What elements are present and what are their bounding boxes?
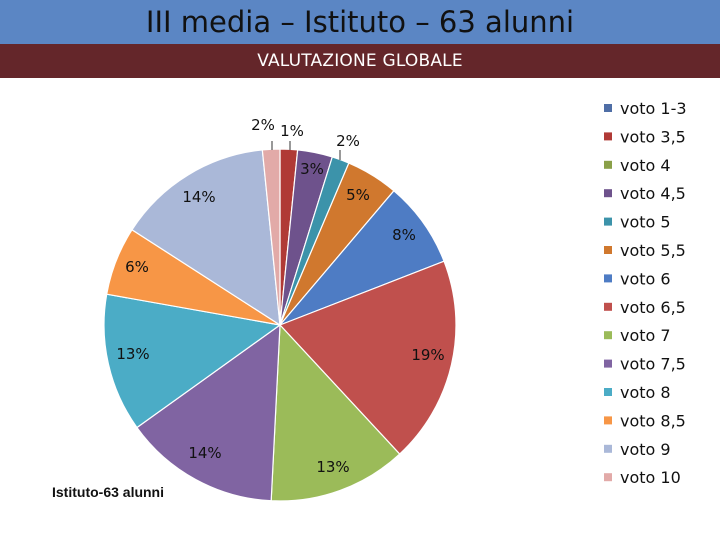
data-label-voto-8-5: 6%	[125, 258, 149, 276]
pie-slice-voto-6-5	[278, 260, 457, 455]
title-bar: III media – Istituto – 63 alunni	[0, 0, 720, 44]
legend-swatch-voto-8-5	[604, 416, 612, 425]
pie-slice-voto-9	[131, 149, 281, 327]
legend-label-voto-9: voto 9	[620, 440, 671, 459]
legend-label-voto-5-5: voto 5,5	[620, 241, 686, 260]
legend-label-voto-4-5: voto 4,5	[620, 184, 686, 203]
legend-label-voto-7: voto 7	[620, 326, 671, 345]
legend-label-voto-6: voto 6	[620, 269, 671, 288]
pie-slice-voto-7-5	[136, 323, 281, 502]
legend-label-voto-8-5: voto 8,5	[620, 411, 686, 430]
pie-slice-voto-10	[261, 148, 281, 326]
data-label-voto-7: 13%	[316, 458, 349, 476]
pie-slice-voto-8	[103, 293, 282, 429]
legend-label-voto-3-5: voto 3,5	[620, 127, 686, 146]
subtitle-bar: VALUTAZIONE GLOBALE	[0, 44, 720, 78]
series-name: Istituto-63 alunni	[52, 484, 164, 500]
legend-label-voto-10: voto 10	[620, 468, 681, 487]
legend-swatch-voto-5	[604, 217, 612, 226]
legend-swatch-voto-7	[604, 331, 612, 340]
data-label-voto-6: 8%	[392, 226, 416, 244]
pie-slice-voto-7	[270, 323, 401, 502]
data-label-voto-3-5: 1%	[280, 122, 304, 140]
pie-slices	[103, 148, 457, 502]
chart-title: VALUTAZIONE GLOBALE	[257, 51, 463, 71]
data-label-voto-4-5: 3%	[300, 160, 324, 178]
data-label-voto-10: 2%	[251, 116, 275, 134]
legend-label-voto-4: voto 4	[620, 156, 671, 175]
legend-swatch-voto-7-5	[604, 359, 612, 368]
leader-lines	[271, 141, 341, 160]
legend-swatch-voto-3-5	[604, 132, 612, 141]
legend-label-voto-7-5: voto 7,5	[620, 355, 686, 374]
data-label-voto-5: 2%	[336, 132, 360, 150]
data-label-voto-9: 14%	[182, 188, 215, 206]
page-title: III media – Istituto – 63 alunni	[145, 5, 575, 39]
legend-swatch-voto-9	[604, 444, 612, 453]
slice-labels: 1% 3% 2% 5% 8% 19% 13% 14% 13% 6% 14% 2%	[116, 116, 444, 476]
legend-swatch-voto-4	[604, 160, 612, 169]
data-label-voto-6-5: 19%	[411, 346, 444, 364]
legend-label-voto-8: voto 8	[620, 383, 671, 402]
legend-swatch-voto-6-5	[604, 302, 612, 311]
legend-swatch-voto-4-5	[604, 189, 612, 198]
data-label-voto-7-5: 14%	[188, 444, 221, 462]
legend-swatch-voto-8	[604, 388, 612, 396]
legend-label-voto-1-3: voto 1-3	[620, 99, 687, 118]
legend-label-voto-5: voto 5	[620, 213, 671, 232]
legend: voto 1-3 voto 3,5 voto 4 voto 4,5 voto 5 voto…	[604, 99, 687, 487]
legend-swatch-voto-5-5	[604, 246, 612, 254]
legend-label-voto-6-5: voto 6,5	[620, 298, 686, 317]
data-label-voto-5-5: 5%	[346, 186, 370, 204]
legend-swatch-voto-1-3	[604, 104, 612, 112]
legend-swatch-voto-6	[604, 274, 612, 283]
legend-swatch-voto-10	[604, 473, 612, 482]
data-label-voto-8: 13%	[116, 345, 149, 363]
